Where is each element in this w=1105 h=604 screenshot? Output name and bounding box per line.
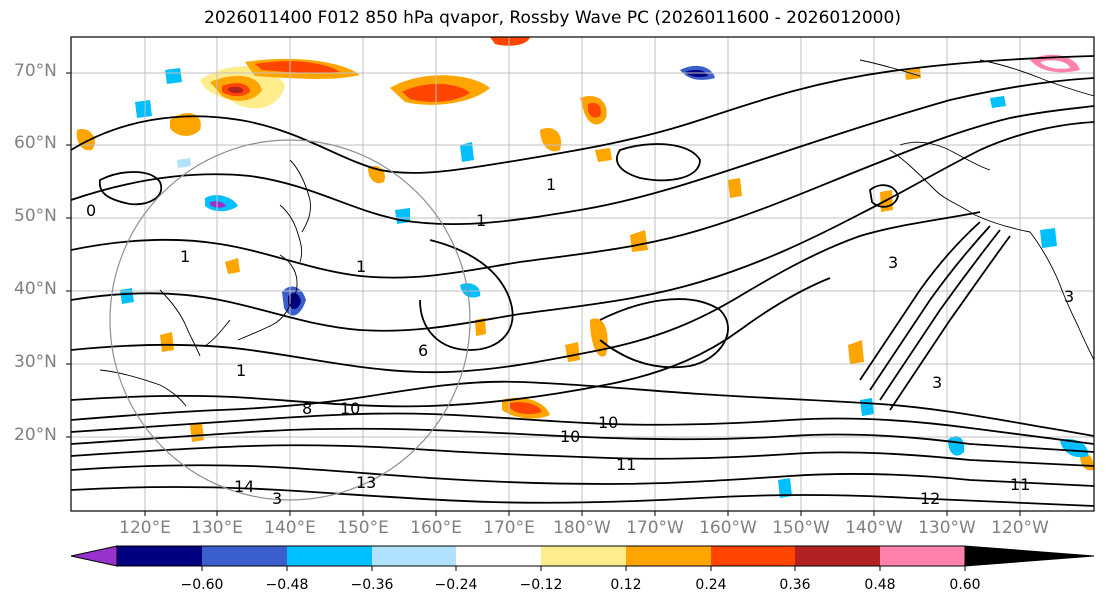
colorbar-tick-label: 0.24 [695,577,727,593]
lat-label: 20°N [14,425,57,445]
contour-label: 3 [888,253,898,272]
lon-label: 140°W [845,518,903,538]
contour-label: 10 [340,399,360,418]
colorbar-tick-label: 0.60 [949,577,981,593]
colorbar-tick-label: −0.24 [434,577,478,593]
lat-label: 40°N [14,279,57,299]
lat-label: 70°N [14,61,57,81]
coastlines [99,59,1094,407]
axis-ticks [66,72,1021,516]
colorbar-segment [795,546,880,566]
map-title: 2026011400 F012 850 hPa qvapor, Rossby W… [204,8,901,28]
contour-label: 8 [302,399,312,418]
colorbar-tick-label: −0.48 [265,577,309,593]
colorbar-segment [287,546,372,566]
contour-label-layer: 0 1 1 1 1 1 3 3 3 6 8 10 10 11 12 13 14 … [86,175,1074,508]
lon-label: 170°W [626,518,684,538]
lon-label: 150°E [337,518,389,538]
contour-label: 0 [86,201,96,220]
contour-label: 3 [1064,287,1074,306]
graticule [71,37,1094,511]
colorbar-segment [456,546,541,566]
lon-label: 160°W [699,518,757,538]
lon-label: 150°W [772,518,830,538]
contour-label: 13 [356,473,376,492]
colorbar-tick-label: −0.36 [350,577,394,593]
colorbar [70,545,1095,571]
lon-label: 130°W [918,518,976,538]
contour-label: 11 [1010,475,1030,494]
lon-label: 120°E [119,518,171,538]
contour-lines [71,55,1094,507]
colorbar-segment [372,546,456,566]
contour-label: 3 [932,373,942,392]
contour-label: 6 [418,341,428,360]
colorbar-tick-label: 0.48 [864,577,896,593]
colorbar-tick-label: −0.12 [519,577,563,593]
colorbar-tick-label: 0.36 [779,577,811,593]
colorbar-segment [711,546,795,566]
contour-label: 3 [272,489,282,508]
contour-label: 1 [236,361,246,380]
lon-label: 120°W [991,518,1049,538]
lat-label: 60°N [14,133,57,153]
lon-label: 160°E [410,518,462,538]
contour-label: 10 [598,413,618,432]
rossby-wave-ring [109,139,471,501]
contour-label: 14 [234,477,254,496]
contour-label: 1 [546,175,556,194]
colorbar-segment [541,546,626,566]
contour-label: 1 [356,257,366,276]
colorbar-segment [202,546,287,566]
colorbar-segment [964,545,1095,567]
contour-label: 10 [560,427,580,446]
colorbar-segment [626,546,711,566]
qvapor-shading [76,37,1094,498]
colorbar-segment [117,546,202,566]
lon-label: 140°E [264,518,316,538]
colorbar-segment [880,546,965,566]
colorbar-tick-label: −0.60 [180,577,224,593]
lon-label: 170°E [483,518,535,538]
contour-label: 11 [616,455,636,474]
lat-label: 30°N [14,352,57,372]
lon-label: 180°W [553,518,611,538]
colorbar-tick-label: 0.12 [610,577,642,593]
map-plot-area [71,37,1094,511]
lat-label: 50°N [14,206,57,226]
colorbar-segment [70,545,118,567]
contour-label: 12 [920,489,940,508]
contour-label: 1 [180,247,190,266]
lon-label: 130°E [191,518,243,538]
contour-label: 1 [476,211,486,230]
